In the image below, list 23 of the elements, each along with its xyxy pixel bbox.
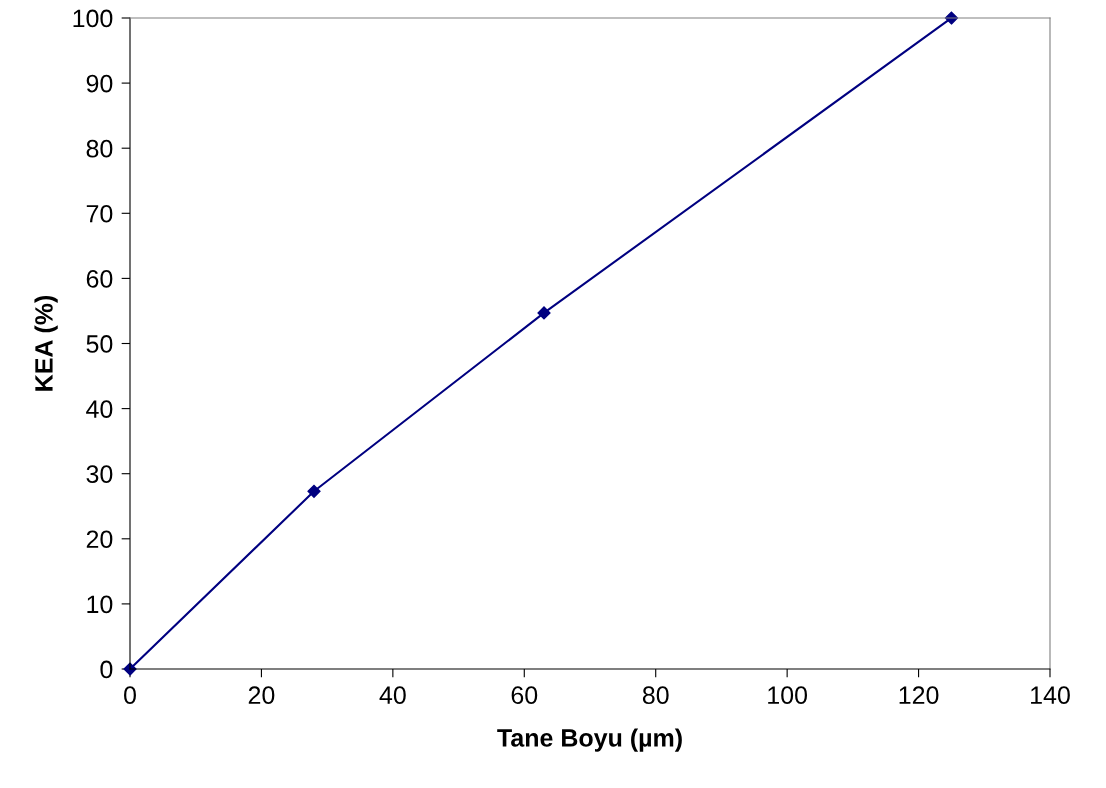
x-tick-label: 0 [124,686,136,705]
x-tick-label: 40 [379,686,406,705]
y-tick-label: 40 [86,400,113,418]
y-axis-title: KEA (%) [34,295,58,391]
x-tick-label: 100 [768,686,808,705]
y-tick-label: 90 [86,74,113,93]
point [537,306,551,320]
y-tick-label: 30 [86,465,113,483]
y-tick-label: 100 [73,9,113,28]
x-tick-label: 60 [511,686,538,705]
x-tick-label: 120 [899,686,939,705]
y-tick-label: 10 [87,595,113,614]
y-tick-label: 50 [86,335,113,353]
x-tick-label: 140 [1031,686,1070,705]
x-tick-label: 20 [248,686,275,705]
y-tick-label: 80 [86,139,113,158]
x-axis-title: Tane Boyu (µm) [497,728,682,752]
point [307,484,321,498]
y-tick-label: 60 [86,270,113,288]
x-tick-label: 80 [642,686,669,705]
y-tick-label: 70 [86,204,113,223]
y-tick-label: 20 [86,530,113,549]
y-tick-label: 0 [100,660,113,679]
